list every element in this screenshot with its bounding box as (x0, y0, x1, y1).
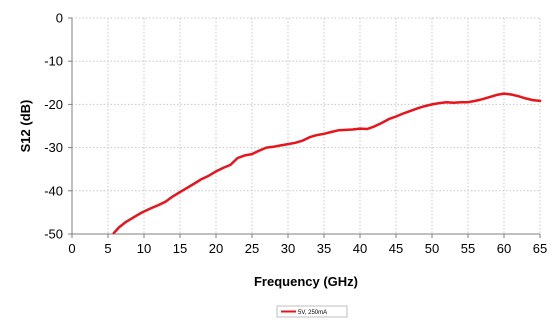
grid-lines (72, 17, 541, 234)
series-line (112, 92, 542, 235)
x-tick-label: 60 (497, 241, 511, 256)
y-tick-label: -50 (44, 227, 63, 242)
series-layer (112, 92, 542, 235)
x-tick-label: 0 (68, 241, 75, 256)
y-tick-label: -20 (44, 97, 63, 112)
y-tick-label: -10 (44, 54, 63, 69)
x-tick-label: 40 (353, 241, 367, 256)
x-tick-label: 55 (461, 241, 475, 256)
x-axis-title: Frequency (GHz) (254, 274, 358, 289)
x-axis-ticks: 0 5 10 15 20 25 30 35 40 45 50 55 60 65 (68, 234, 547, 256)
legend-box (276, 305, 348, 318)
y-tick-label: 0 (56, 11, 63, 26)
x-tick-label: 50 (425, 241, 439, 256)
x-tick-label: 30 (281, 241, 295, 256)
x-tick-label: 65 (533, 241, 547, 256)
y-axis-ticks: 0 -10 -20 -30 -40 -50 (44, 11, 72, 242)
x-tick-label: 20 (209, 241, 223, 256)
x-tick-label: 10 (137, 241, 151, 256)
y-tick-label: -30 (44, 140, 63, 155)
x-tick-label: 35 (317, 241, 331, 256)
y-tick-label: -40 (44, 183, 63, 198)
x-tick-label: 5 (104, 241, 111, 256)
x-tick-label: 25 (245, 241, 259, 256)
legend-label: 5V, 250mA (298, 310, 327, 316)
x-tick-label: 45 (389, 241, 403, 256)
x-tick-label: 15 (173, 241, 187, 256)
legend: 5V, 250mA (276, 305, 348, 318)
y-axis-title: S12 (dB) (18, 100, 33, 153)
plot-area (72, 18, 540, 234)
